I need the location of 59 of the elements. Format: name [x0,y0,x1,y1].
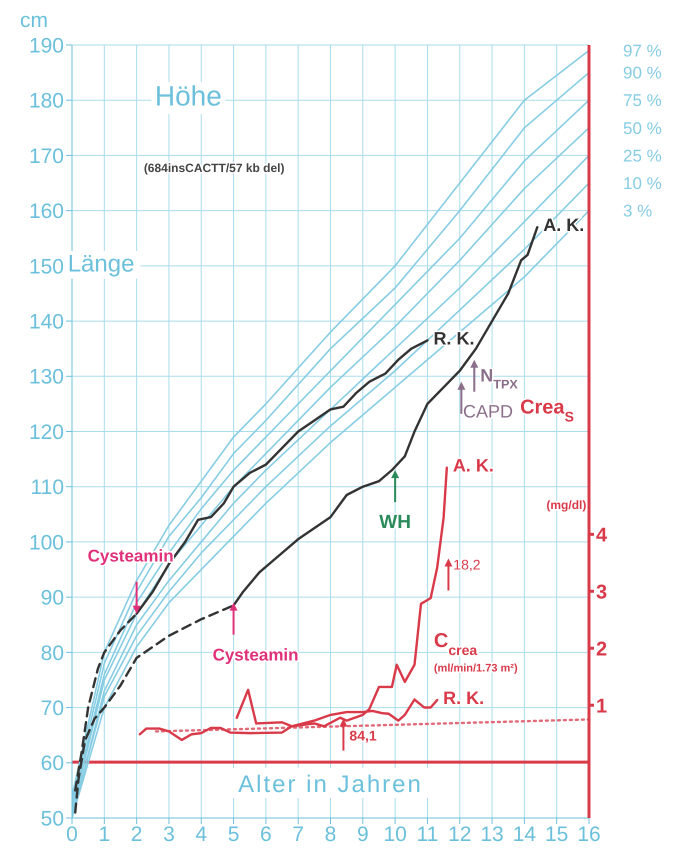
y-tick-label: 110 [30,476,64,500]
y-tick-label: 120 [28,420,64,444]
annotation: (mg/dl) [546,498,586,512]
x-tick-label: 12 [448,822,472,846]
x-tick-label: 14 [512,822,536,846]
x-tick-label: 15 [545,822,568,846]
y-tick-label: 60 [40,752,64,776]
text: 75 % [623,91,662,110]
y-tick-label: 190 [28,34,64,58]
x-tick-label: 8 [324,822,336,846]
y2-tick-label: 4 [596,524,608,546]
series-label: A. K. [452,456,494,476]
y-tick-label: 140 [28,310,64,334]
y-tick-label: 50 [40,807,64,830]
text: 50 % [623,118,662,138]
annotation: 84,1 [349,728,377,744]
y-tick-label: 80 [40,642,64,665]
x-tick-label: 0 [66,822,78,846]
y-tick-label: 150 [28,255,64,278]
y-axis-title: cm [20,9,48,32]
x-tick-label: 1 [98,822,110,846]
x-tick-label: 7 [292,822,304,846]
annotation: Cysteamin [212,646,299,665]
text: 90 % [623,64,662,83]
text: 25 % [623,146,662,166]
x-axis-title: Alter in Jahren [238,771,423,798]
annotation: Höhe [154,80,222,112]
x-tick-label: 11 [416,822,438,846]
y-tick-label: 180 [28,90,64,113]
y-tick-label: 160 [28,200,64,224]
x-tick-label: 10 [383,822,407,846]
y-tick-label: 70 [40,697,64,720]
x-tick-label: 9 [356,822,369,846]
x-tick-label: 5 [228,822,240,846]
text: 97 % [623,42,662,61]
y-tick-label: 130 [28,366,64,389]
series-label: R. K. [443,688,484,708]
x-tick-label: 13 [480,822,504,846]
annotation: (ml/min/1.73 m²) [434,662,518,675]
y2-tick-label: 2 [596,638,608,660]
text: 3 % [623,202,652,221]
annotation: Länge [68,250,134,278]
annotation: C$_{crea}$ [434,630,478,658]
x-tick-label: 4 [195,822,208,846]
x-tick-label: 2 [130,822,142,846]
y2-tick-label: 3 [596,581,608,604]
annotation: 18,2 [453,556,481,573]
text: 10 % [623,174,662,194]
y2-tick-label: 1 [596,695,608,718]
y-tick-label: 90 [40,586,64,610]
x-tick-label: 3 [163,822,175,846]
annotation: (684insCACTT/57 kb del) [144,160,285,175]
series-label: R. K. [433,328,474,348]
annotation: WH [379,512,411,534]
y-tick-label: 170 [28,144,64,168]
y-tick-label: 100 [28,531,64,554]
x-tick-label: 6 [260,822,272,846]
y2-axis-title: Crea$_{S}$ [520,396,574,424]
x-tick-label: 16 [577,822,601,846]
